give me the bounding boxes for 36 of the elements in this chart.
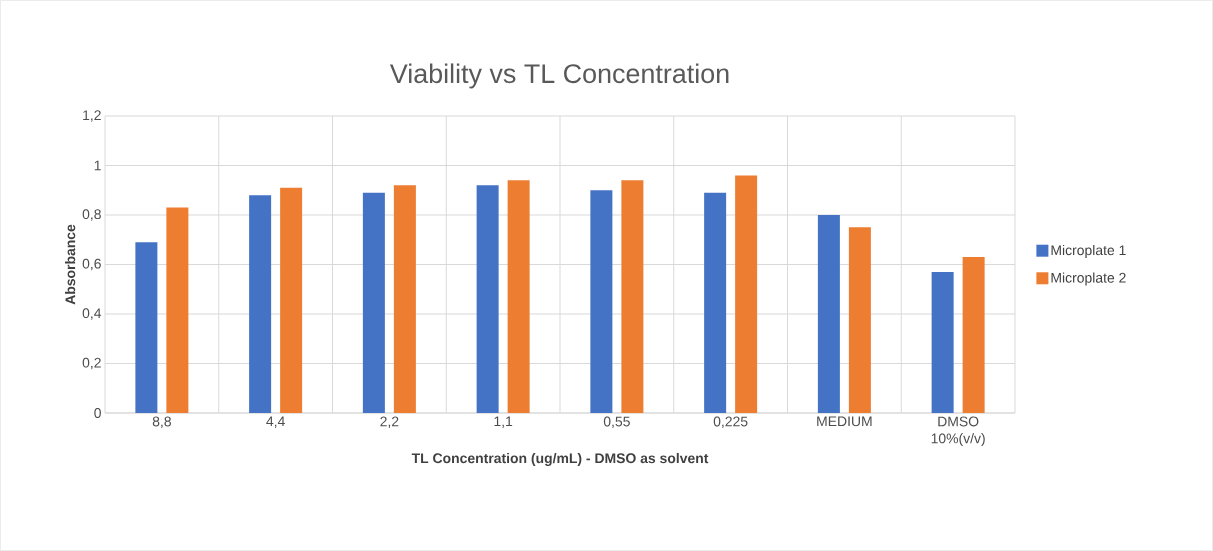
bar: [249, 195, 272, 413]
bar: [507, 180, 530, 413]
x-tick-label: 4,4: [266, 416, 285, 428]
y-tick-label: 0,4: [82, 308, 102, 320]
x-tick-label: DMSO 10%(v/v): [931, 416, 985, 447]
x-tick-label: 0,55: [603, 416, 630, 429]
y-axis-title: Absorbance: [65, 224, 76, 305]
x-tick-label: 0,225: [713, 416, 748, 429]
bar: [848, 227, 871, 413]
y-tick-label: 1,2: [83, 110, 101, 122]
x-tick-label: 1,1: [494, 416, 513, 428]
y-tick-label: 0,8: [82, 209, 101, 221]
y-tick-label: 0: [94, 408, 101, 418]
y-tick-label: 0,2: [82, 357, 101, 370]
bar: [166, 207, 189, 413]
bar: [735, 175, 758, 413]
bar: [817, 215, 840, 413]
bar: [962, 257, 985, 413]
bar: [590, 190, 613, 413]
bar: [362, 192, 385, 413]
x-tick-label: MEDIUM: [817, 416, 872, 427]
bar: [931, 271, 954, 413]
y-tick-label: 1: [94, 160, 101, 171]
bar: [393, 185, 416, 413]
bar: [280, 187, 303, 413]
y-tick-label: 0,6: [82, 258, 101, 271]
bar: [135, 242, 158, 413]
x-tick-label: 2,2: [380, 416, 399, 429]
x-axis-title: TL Concentration (ug/mL) - DMSO as solvent: [411, 452, 709, 466]
legend-label: Microplate 1: [1051, 244, 1126, 258]
x-tick-label: 8,8: [152, 416, 171, 429]
bar: [621, 180, 644, 413]
legend-label: Microplate 2: [1051, 272, 1126, 286]
chart-title: Viability vs TL Concentration: [389, 63, 729, 89]
bar: [476, 185, 499, 413]
bar: [704, 192, 727, 413]
